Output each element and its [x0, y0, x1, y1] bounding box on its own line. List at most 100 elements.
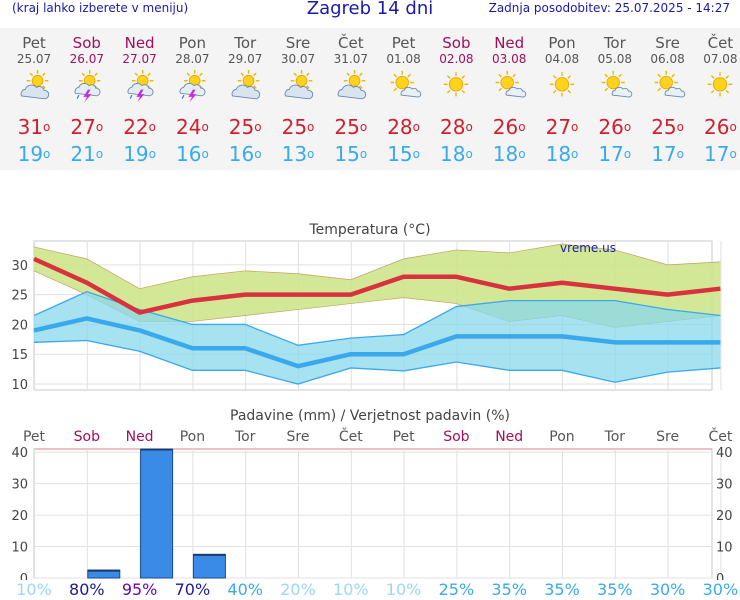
- degree-sign: o: [307, 147, 315, 161]
- day-name: Sob: [72, 34, 101, 52]
- precip-probability: 10%: [385, 580, 422, 599]
- precipitation-chart: Padavine (mm) / Verjetnost padavin (%) Pe…: [11, 408, 733, 580]
- location-hint[interactable]: (kraj lahko izberete v meniju): [12, 1, 189, 15]
- mostly-sunny-icon: [654, 70, 685, 98]
- degree-sign: o: [201, 120, 209, 134]
- day-name: Sob: [442, 34, 471, 52]
- max-temp: 26o: [589, 114, 641, 140]
- min-temp: 15o: [378, 140, 430, 168]
- max-temp-value: 25: [651, 115, 677, 139]
- max-temp: 31o: [8, 114, 60, 140]
- precip-probability: 35%: [491, 580, 527, 599]
- max-temp-value: 28: [439, 115, 466, 139]
- sunny-icon: [708, 72, 733, 97]
- mostly-sunny-icon: [390, 70, 421, 98]
- header-bar: (kraj lahko izberete v meniju) Zagreb 14…: [0, 0, 740, 20]
- day-name: Čet: [338, 34, 364, 52]
- day-column: Sob 02.08 28o 18o: [430, 28, 482, 168]
- precip-day-label: Sob: [74, 429, 100, 445]
- day-date: 31.07: [333, 52, 368, 66]
- max-temp: 28o: [430, 114, 482, 140]
- precip-plot-area: [33, 448, 713, 579]
- min-temp: 13o: [272, 140, 324, 168]
- day-column: Čet 07.08 26o 17o: [694, 28, 740, 168]
- degree-sign: o: [95, 147, 104, 161]
- min-band-bottom: [33, 339, 721, 385]
- day-date: 26.07: [69, 52, 104, 66]
- precip-probability: 10%: [333, 580, 369, 599]
- precip-day-label: Sob: [443, 429, 469, 445]
- max-temp: 25o: [642, 114, 694, 140]
- precip-probability: 95%: [121, 580, 158, 599]
- min-temp-value: 19: [123, 142, 149, 166]
- y-tick-label: 40: [11, 446, 28, 461]
- precip-probability: 80%: [69, 580, 105, 599]
- max-temp: 25o: [219, 114, 271, 140]
- day-name: Tor: [603, 34, 626, 52]
- degree-sign: o: [148, 120, 156, 134]
- degree-sign: o: [359, 120, 368, 134]
- day-name: Pon: [548, 34, 576, 52]
- day-date: 02.08: [439, 52, 474, 66]
- precip-day-label: Sre: [287, 429, 310, 445]
- max-temp: 25o: [272, 114, 324, 140]
- day-date: 01.08: [386, 52, 421, 66]
- day-date: 05.08: [597, 52, 632, 66]
- day-column: Pon 04.08 27o 18o: [536, 28, 588, 168]
- y-tick-label: 20: [11, 509, 28, 524]
- day-column: Sob 26.07 27o 21o: [61, 28, 113, 168]
- y-tick-label: 10: [11, 541, 28, 556]
- day-name: Pet: [391, 34, 416, 52]
- day-name: Čet: [707, 34, 734, 52]
- mostly-sunny-icon: [601, 70, 633, 98]
- max-temp-value: 24: [175, 115, 202, 139]
- max-temp: 26o: [483, 114, 535, 140]
- page-title: Zagreb 14 dni: [306, 0, 434, 19]
- degree-sign: o: [254, 120, 262, 134]
- sunny-icon: [444, 72, 469, 97]
- max-temp-value: 27: [545, 115, 572, 139]
- degree-sign: o: [307, 120, 315, 134]
- y-tick-label-right: 30: [716, 478, 733, 493]
- min-temp-value: 15: [387, 142, 413, 166]
- degree-sign: o: [518, 120, 526, 134]
- max-temp: 22o: [114, 114, 166, 140]
- max-temp: 26o: [694, 114, 740, 140]
- degree-sign: o: [148, 147, 156, 161]
- precip-probability: 25%: [438, 580, 475, 599]
- degree-sign: o: [201, 147, 209, 161]
- max-temp-value: 26: [598, 115, 624, 139]
- day-column: Čet 31.07 25o 15o: [325, 28, 377, 168]
- min-temp-value: 16: [175, 142, 202, 166]
- y-tick-label-right: 10: [716, 541, 733, 556]
- day-column: Pet 25.07 31o 19o: [8, 28, 60, 168]
- max-temp-value: 25: [228, 115, 255, 139]
- precip-probability: 30%: [702, 580, 739, 599]
- max-temp-value: 27: [70, 115, 96, 139]
- precip-bar: [192, 553, 226, 579]
- mostly-sunny-icon: [495, 70, 527, 98]
- precip-day-label: Pet: [23, 429, 46, 445]
- precip-probability: 35%: [597, 580, 633, 599]
- day-column: Sre 30.07 25o 13o: [272, 28, 324, 168]
- day-name: Ned: [494, 34, 525, 52]
- degree-sign: o: [95, 120, 104, 134]
- day-date: 06.08: [650, 52, 685, 66]
- min-temp-value: 17: [651, 142, 677, 166]
- min-temp-value: 17: [598, 142, 624, 166]
- min-temp-value: 21: [70, 142, 96, 166]
- degree-sign: o: [571, 147, 579, 161]
- precip-day-label: Pon: [180, 429, 205, 445]
- max-temp-value: 31: [17, 115, 44, 139]
- max-temp-line: [33, 256, 721, 315]
- partly-cloudy-icon: [231, 70, 261, 100]
- degree-sign: o: [623, 147, 632, 161]
- min-temp-value: 15: [334, 142, 360, 166]
- min-temp-line: [33, 316, 721, 369]
- y-tick-label-right: 40: [716, 446, 733, 461]
- precip-probability: 35%: [544, 580, 580, 599]
- max-temp-value: 25: [334, 115, 360, 139]
- precip-probability: 70%: [174, 580, 211, 599]
- degree-sign: o: [571, 120, 579, 134]
- max-temp: 27o: [61, 114, 113, 140]
